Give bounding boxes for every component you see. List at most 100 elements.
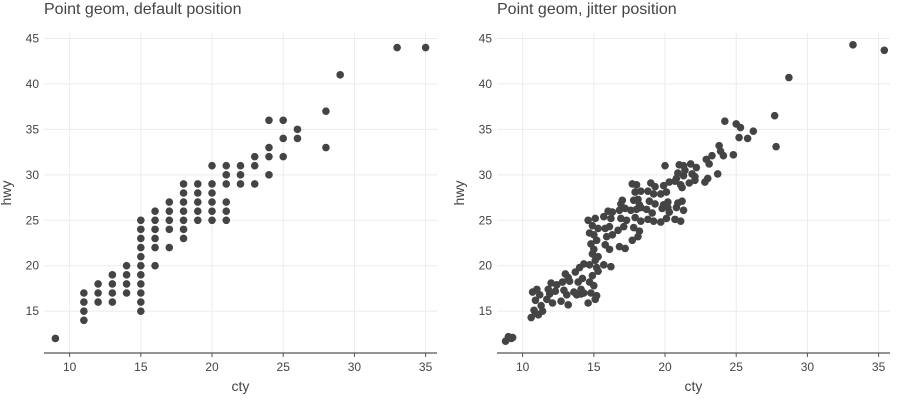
data-point [592, 263, 601, 272]
data-point [279, 152, 288, 161]
data-point [679, 206, 688, 215]
data-point [635, 227, 644, 235]
data-point [265, 116, 273, 125]
data-point [137, 243, 145, 252]
data-point [165, 243, 174, 252]
data-point [208, 180, 216, 188]
data-point [685, 179, 694, 187]
data-point [591, 214, 600, 223]
x-tick-label: 10 [63, 360, 77, 374]
y-tick-label: 20 [479, 259, 493, 273]
data-point [250, 180, 259, 188]
data-point [265, 143, 273, 152]
data-point [222, 161, 231, 170]
data-point [165, 216, 174, 225]
data-point [651, 182, 659, 191]
data-point [648, 209, 657, 217]
data-point [222, 216, 231, 225]
data-point [628, 236, 637, 245]
data-point [293, 125, 302, 134]
data-point [577, 290, 585, 298]
data-point [137, 234, 145, 243]
data-point [743, 134, 752, 143]
scatter-plot: 10 15 20 25 30 35 15 20 25 30 35 40 45 cty hwy [0, 31, 437, 394]
data-point [137, 225, 145, 234]
data-point [193, 207, 202, 215]
data-point [674, 199, 682, 207]
x-tick-label: 30 [348, 360, 362, 374]
x-tick-label: 20 [205, 360, 219, 374]
data-point [179, 216, 188, 225]
data-point [590, 245, 598, 254]
data-point [531, 309, 540, 317]
data-point [562, 291, 571, 299]
data-point [179, 234, 188, 243]
data-point [585, 261, 594, 269]
data-point [564, 273, 572, 282]
data-point [691, 172, 699, 181]
data-point [772, 142, 780, 151]
data-point [151, 216, 159, 225]
data-point [193, 189, 202, 197]
data-point [250, 161, 259, 170]
data-point [179, 180, 188, 188]
data-point [122, 261, 131, 270]
data-point [208, 198, 216, 206]
data-point [692, 163, 701, 172]
data-point [265, 171, 273, 179]
data-point [250, 152, 259, 161]
data-point [637, 217, 645, 225]
data-point [151, 207, 159, 215]
data-point [265, 152, 273, 161]
data-point [179, 198, 188, 206]
data-point [590, 281, 598, 290]
data-point [236, 171, 245, 179]
data-point [681, 166, 689, 175]
x-tick-label: 20 [658, 360, 672, 374]
data-point [605, 222, 614, 231]
data-point [179, 189, 188, 197]
data-point [222, 198, 231, 206]
data-point [721, 117, 729, 125]
x-axis-label: cty [232, 378, 250, 394]
data-point [151, 261, 159, 270]
data-point [165, 198, 174, 206]
data-point [236, 161, 245, 170]
data-point [585, 229, 594, 237]
data-point [222, 207, 231, 215]
x-tick-label: 25 [730, 360, 744, 374]
data-point [605, 245, 614, 254]
data-point [649, 217, 658, 225]
data-point [208, 189, 216, 197]
data-point [627, 206, 635, 215]
data-point [570, 288, 578, 296]
data-point [608, 208, 617, 216]
data-point [588, 271, 597, 280]
data-point [599, 212, 608, 221]
data-point [588, 221, 597, 230]
data-point [628, 180, 637, 188]
y-tick-label: 25 [26, 213, 40, 227]
data-point [208, 207, 216, 215]
data-point [702, 155, 711, 164]
data-point [137, 271, 145, 279]
data-point [137, 307, 145, 315]
x-tick-label: 15 [134, 360, 148, 374]
data-point [545, 290, 554, 298]
data-point [592, 291, 601, 300]
x-tick-label: 30 [801, 360, 815, 374]
data-point [236, 180, 245, 188]
data-point [645, 197, 654, 205]
data-point [770, 111, 779, 120]
data-point [151, 225, 159, 234]
y-tick-label: 15 [26, 304, 40, 318]
data-point [651, 200, 659, 208]
data-point [137, 252, 145, 261]
data-point [80, 316, 88, 325]
y-tick-label: 30 [26, 168, 40, 182]
data-point [785, 73, 793, 82]
data-point [279, 116, 288, 125]
x-tick-label: 25 [277, 360, 291, 374]
data-point [621, 244, 629, 253]
data-point [642, 205, 651, 214]
